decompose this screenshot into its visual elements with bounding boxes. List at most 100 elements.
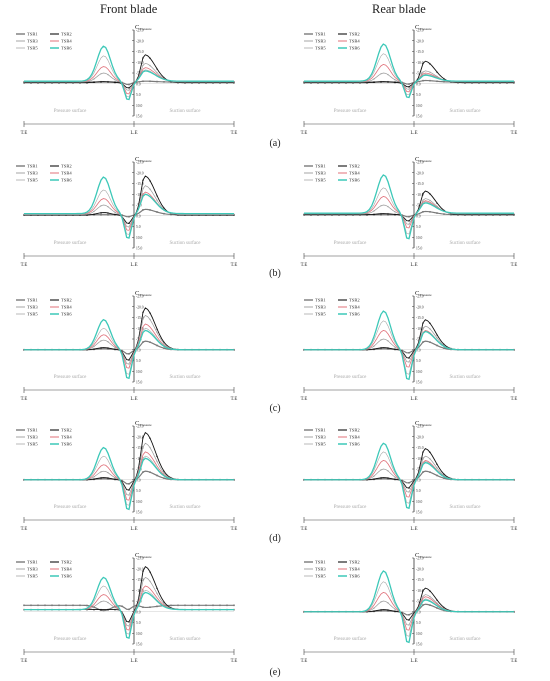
y-tick-label: -10.0 <box>416 61 424 65</box>
series-point <box>149 311 151 314</box>
series-point <box>394 478 396 480</box>
series-point <box>373 210 375 212</box>
series-line-tsr5 <box>304 581 514 637</box>
series-point <box>380 80 382 83</box>
y-tick-label: -15.0 <box>416 578 424 582</box>
series-point <box>436 602 438 604</box>
legend-label: TSR2 <box>349 428 360 433</box>
series-point <box>422 210 424 213</box>
series-line-tsr1 <box>24 340 234 355</box>
series-line-tsr5 <box>304 451 514 504</box>
x-tick-label: L.E <box>410 527 417 532</box>
series-point <box>128 86 130 89</box>
x-tick-label: T.E <box>21 527 28 532</box>
legend-label: TSR3 <box>315 39 326 44</box>
y-tick-label: -15.0 <box>416 50 424 54</box>
y-axis-subscript: Pressure <box>420 423 432 427</box>
legend-label: TSR6 <box>61 178 72 183</box>
series-point <box>142 570 144 572</box>
legend-label: TSR6 <box>61 312 72 317</box>
legend-label: TSR2 <box>349 32 360 37</box>
y-axis-subscript: Pressure <box>140 555 152 559</box>
series-point <box>205 604 207 607</box>
suction-surface-label: Suction surface <box>170 505 202 510</box>
suction-surface-label: Suction surface <box>450 637 482 642</box>
y-tick-label: -25.0 <box>136 425 144 429</box>
series-point <box>107 346 109 349</box>
x-tick-label: L.E <box>410 263 417 268</box>
legend-label: TSR1 <box>27 32 38 37</box>
series-point <box>387 73 389 76</box>
legend-label: TSR1 <box>27 164 38 169</box>
y-tick-label: 15.0 <box>136 643 142 647</box>
series-point <box>93 478 95 480</box>
series-line-tsr5 <box>24 455 234 506</box>
series-point <box>394 610 396 612</box>
y-tick-label: -15.0 <box>136 578 144 582</box>
series-point <box>114 605 116 608</box>
series-point <box>422 450 424 453</box>
series-point <box>380 609 382 612</box>
y-axis-subscript: Pressure <box>140 423 152 427</box>
series-point <box>128 494 130 496</box>
legend-label: TSR3 <box>27 39 38 44</box>
series-point <box>373 478 375 480</box>
x-tick-label: L.E <box>130 397 137 402</box>
series-point <box>387 608 389 611</box>
legend-label: TSR4 <box>349 39 360 44</box>
y-tick-label: -20.0 <box>136 567 144 571</box>
y-tick-label: -20.0 <box>416 305 424 309</box>
y-tick-label: -25.0 <box>136 29 144 33</box>
x-tick-label: T.E <box>301 131 308 136</box>
y-tick-label: 5.0 <box>416 225 421 229</box>
row-label-a: (a) <box>269 138 281 149</box>
series-point <box>394 213 396 216</box>
series-point <box>408 624 410 626</box>
y-tick-label: 10.0 <box>136 500 142 504</box>
series-point <box>380 346 382 349</box>
y-tick-label: 5.0 <box>416 359 421 363</box>
y-tick-label: -20.0 <box>136 435 144 439</box>
x-tick-label: L.E <box>130 527 137 532</box>
legend-label: TSR4 <box>349 305 360 310</box>
series-point <box>436 607 438 609</box>
series-point <box>408 618 410 621</box>
series-point <box>156 344 158 347</box>
series-point <box>135 604 137 607</box>
series-point <box>429 322 431 324</box>
series-line-tsr3 <box>24 576 234 627</box>
series-point <box>114 606 116 609</box>
y-tick-label: 0.0 <box>416 348 421 352</box>
y-tick-label: 15.0 <box>136 115 142 119</box>
series-point <box>373 610 375 612</box>
y-tick-label: -15.0 <box>136 182 144 186</box>
y-tick-label: 5.0 <box>136 621 141 625</box>
series-point <box>422 79 424 82</box>
x-tick-label: T.E <box>301 397 308 402</box>
series-point <box>100 211 102 214</box>
x-tick-label: T.E <box>21 397 28 402</box>
series-point <box>163 470 165 472</box>
legend-label: TSR5 <box>27 46 38 51</box>
series-point <box>450 213 452 216</box>
series-point <box>436 201 438 204</box>
x-tick-label: T.E <box>511 263 518 268</box>
series-line-tsr2 <box>24 566 234 623</box>
series-point <box>100 477 102 480</box>
pressure-surface-label: Pressure surface <box>54 241 87 246</box>
series-line-tsr3 <box>24 185 234 228</box>
y-axis-subscript: Pressure <box>140 293 152 297</box>
series-point <box>394 79 396 81</box>
legend-label: TSR5 <box>27 442 38 447</box>
series-point <box>142 606 144 609</box>
series-point <box>149 606 151 608</box>
y-tick-label: 5.0 <box>416 621 421 625</box>
series-point <box>387 478 389 480</box>
series-point <box>373 345 375 347</box>
legend-label: TSR6 <box>349 312 360 317</box>
pressure-surface-label: Pressure surface <box>54 375 87 380</box>
y-tick-label: 10.0 <box>416 632 422 636</box>
series-point <box>114 608 116 611</box>
y-tick-label: -25.0 <box>136 295 144 299</box>
x-tick-label: T.E <box>231 659 238 664</box>
